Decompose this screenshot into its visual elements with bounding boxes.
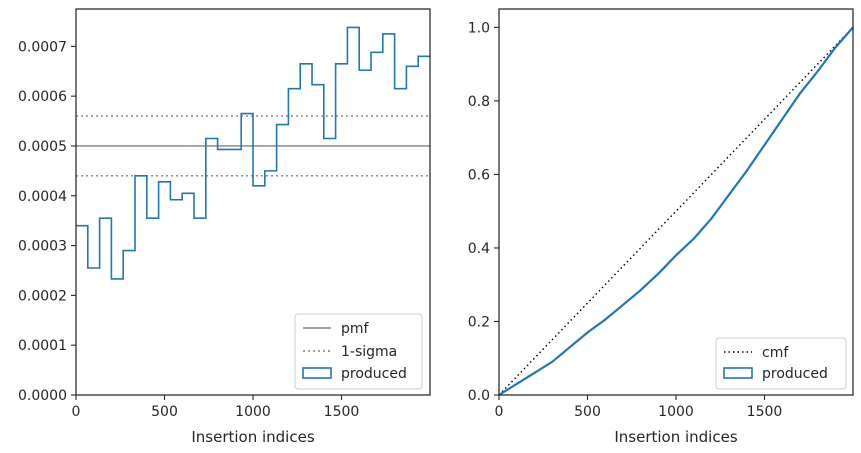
left-x-tick-label: 500: [151, 404, 178, 420]
produced-cdf-point: [542, 366, 545, 369]
produced-cdf-point: [507, 388, 509, 391]
right-legend-label: cmf: [762, 345, 789, 361]
right-x-tick-label: 1000: [658, 404, 694, 420]
histogram-bin: [100, 218, 112, 395]
right-x-axis-label: Insertion indices: [614, 428, 737, 446]
left-x-axis-ticks: 0 500 1000 1500: [72, 395, 360, 420]
histogram-bin: [135, 176, 147, 395]
right-x-tick-label: 0: [495, 404, 504, 420]
produced-cdf-point: [524, 377, 527, 380]
left-axes-frame: [75, 8, 431, 396]
histogram-bin: [159, 182, 171, 395]
histogram-bin: [182, 193, 194, 395]
right-x-tick-label: 1500: [747, 404, 783, 420]
produced-cdf-point: [577, 339, 580, 341]
left-legend: pmf 1-sigma produced: [294, 313, 423, 390]
left-legend-label: pmf: [341, 321, 370, 337]
produced-cdf-point: [515, 383, 518, 385]
left-y-tick-label: 0.0004: [18, 189, 67, 205]
right-legend-label: produced: [762, 366, 828, 382]
left-chart-panel: 0 500 1000 1500 0.00000.00010.00020.00030.0…: [18, 8, 431, 446]
produced-cdf-point: [781, 118, 783, 121]
left-y-tick-label: 0.0000: [18, 388, 67, 404]
left-y-tick-label: 0.0005: [18, 139, 67, 155]
produced-cdf-point: [657, 272, 660, 275]
left-x-tick-label: 0: [72, 404, 81, 420]
produced-cdf-point: [746, 169, 748, 172]
produced-cdf-point: [569, 346, 571, 349]
produced-cdf-point: [834, 46, 837, 49]
histogram-bin: [277, 125, 289, 395]
right-y-tick-label: 1.0: [468, 20, 490, 36]
left-legend-box: [294, 313, 423, 390]
histogram-bin: [265, 171, 277, 395]
legend-produced-swatch: [302, 367, 332, 379]
left-x-tick-label: 1000: [235, 404, 271, 420]
histogram-bin: [170, 200, 182, 395]
left-x-axis-label: Insertion indices: [191, 428, 314, 446]
legend-produced-swatch: [723, 367, 753, 379]
produced-cdf-point: [586, 331, 589, 334]
produced-cdf-point: [551, 361, 553, 363]
left-y-axis-ticks: 0.0000 0.0001 0.0002 0.0003 0.0004 0.0005 0.00…: [18, 39, 76, 404]
produced-cdf-point: [604, 318, 606, 321]
right-y-tick-label: 0.2: [468, 314, 490, 330]
produced-cdf-point: [816, 70, 819, 73]
left-y-tick-label: 0.0007: [18, 39, 67, 55]
histogram-bin: [241, 114, 253, 395]
produced-cdf-point: [639, 289, 642, 292]
left-plot-area: [76, 26, 430, 395]
right-x-axis-ticks: 0 500 1000 1500: [495, 395, 783, 420]
produced-cdf-point: [533, 372, 536, 374]
right-axes-frame: [498, 8, 854, 396]
produced-cdf-point: [799, 92, 801, 95]
produced-histogram-step: [76, 26, 430, 280]
left-y-tick-label: 0.0001: [18, 338, 67, 354]
produced-cdf-point: [622, 304, 624, 306]
left-y-tick-label: 0.0003: [18, 239, 67, 255]
histogram-bin: [229, 149, 241, 395]
histogram-bin: [218, 149, 230, 395]
right-y-axis-ticks: 0.0 0.2 0.4 0.6 0.8 1.0: [468, 20, 499, 404]
produced-cdf-point: [710, 217, 713, 220]
produced-cdf-point: [675, 254, 677, 257]
histogram-bin: [88, 268, 100, 395]
histogram-bin: [253, 186, 265, 395]
left-legend-label: 1-sigma: [341, 344, 397, 360]
histogram-bin: [147, 218, 159, 395]
histogram-bin: [194, 218, 206, 395]
right-y-tick-label: 0.4: [468, 241, 490, 257]
right-y-tick-label: 0.6: [468, 167, 490, 183]
produced-cdf-point: [560, 353, 562, 356]
left-legend-label: produced: [341, 366, 407, 382]
histogram-bin: [206, 138, 218, 395]
histogram-bin: [123, 251, 135, 395]
right-chart-panel: 0 500 1000 1500 0.0 0.2 0.4 0.6 0.8 1.0 Insertio…: [468, 8, 854, 446]
produced-cdf-line: [498, 26, 854, 396]
produced-cdf-point: [728, 193, 730, 196]
histogram-bin: [111, 279, 123, 395]
right-y-tick-label: 0.8: [468, 94, 490, 110]
right-x-tick-label: 500: [574, 404, 601, 420]
right-y-tick-label: 0.0: [468, 388, 490, 404]
histogram-bin: [76, 226, 88, 395]
left-y-tick-label: 0.0002: [18, 288, 67, 304]
produced-cdf-point: [763, 144, 766, 146]
right-legend-box: [715, 337, 847, 390]
right-legend: cmf produced: [715, 337, 847, 390]
left-x-tick-label: 1500: [324, 404, 360, 420]
produced-cdf-point: [692, 237, 695, 240]
left-y-tick-label: 0.0006: [18, 89, 67, 105]
